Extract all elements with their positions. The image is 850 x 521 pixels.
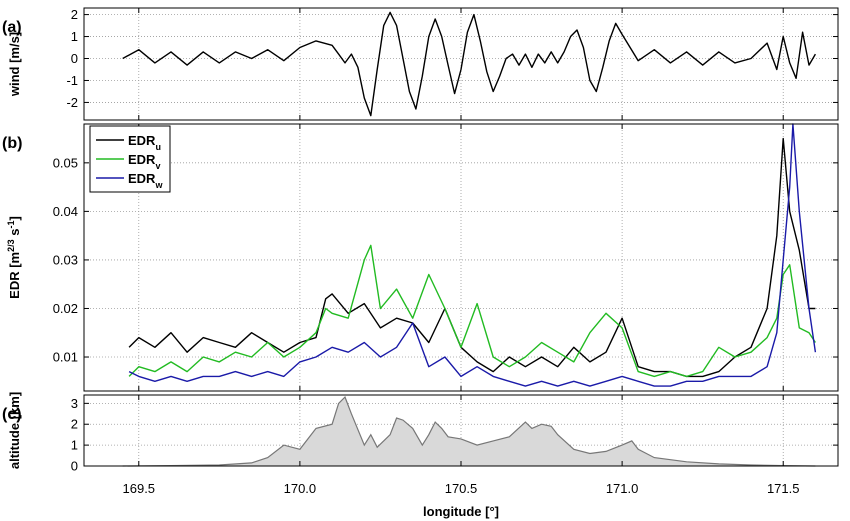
y-tick-label: 0.03 bbox=[53, 252, 78, 267]
plot-frame bbox=[83, 7, 839, 121]
y-tick-label: 0 bbox=[71, 459, 78, 474]
x-tick-label: 171.0 bbox=[606, 481, 639, 496]
x-tick-label: 171.5 bbox=[767, 481, 800, 496]
x-tick-label: 169.5 bbox=[123, 481, 156, 496]
y-tick-label: -2 bbox=[66, 95, 78, 110]
series-line-v bbox=[128, 244, 816, 378]
series-line-s0 bbox=[122, 11, 817, 117]
y-axis-title: altitude [km] bbox=[7, 392, 22, 469]
series-line-w bbox=[128, 123, 817, 387]
y-tick-label: 0 bbox=[71, 51, 78, 66]
panel-a: -2 -1 0 1 2 (a)wind [m/s] bbox=[2, 7, 839, 121]
x-tick-label: 170.5 bbox=[445, 481, 478, 496]
altitude-area bbox=[122, 397, 816, 466]
y-tick-label: 1 bbox=[71, 438, 78, 453]
legend-label-w: EDRw bbox=[128, 171, 163, 190]
y-tick-label: 0.04 bbox=[53, 204, 78, 219]
y-axis-title: wind [m/s] bbox=[7, 32, 22, 97]
legend-label-v: EDRv bbox=[128, 152, 160, 171]
y-tick-label: 1 bbox=[71, 29, 78, 44]
panel-label: (a) bbox=[2, 19, 22, 36]
y-axis-title: EDR [m2/3 s-1] bbox=[6, 216, 22, 299]
y-tick-label: 2 bbox=[71, 7, 78, 22]
y-tick-label: -1 bbox=[66, 73, 78, 88]
panel-b: 0.01 0.02 0.03 0.04 0.05 (b) EDR [m2/3 s-1] EDR… bbox=[2, 123, 839, 392]
y-tick-label: 3 bbox=[71, 396, 78, 411]
y-tick-label: 0.02 bbox=[53, 301, 78, 316]
x-tick-label: 170.0 bbox=[284, 481, 317, 496]
x-axis-title: longitude [°] bbox=[423, 504, 499, 519]
y-tick-label: 0.05 bbox=[53, 155, 78, 170]
y-tick-label: 0.01 bbox=[53, 350, 78, 365]
panel-label: (c) bbox=[2, 406, 22, 423]
y-tick-label: 2 bbox=[71, 417, 78, 432]
altitude-line bbox=[122, 396, 816, 467]
legend-label-u: EDRu bbox=[128, 133, 161, 152]
panel-label: (b) bbox=[2, 135, 22, 152]
series-line-u bbox=[128, 137, 816, 378]
panel-c: 0 1 2 3 169.5 170.0 170.5 171.0 171.5 (c)altitude… bbox=[2, 392, 839, 519]
